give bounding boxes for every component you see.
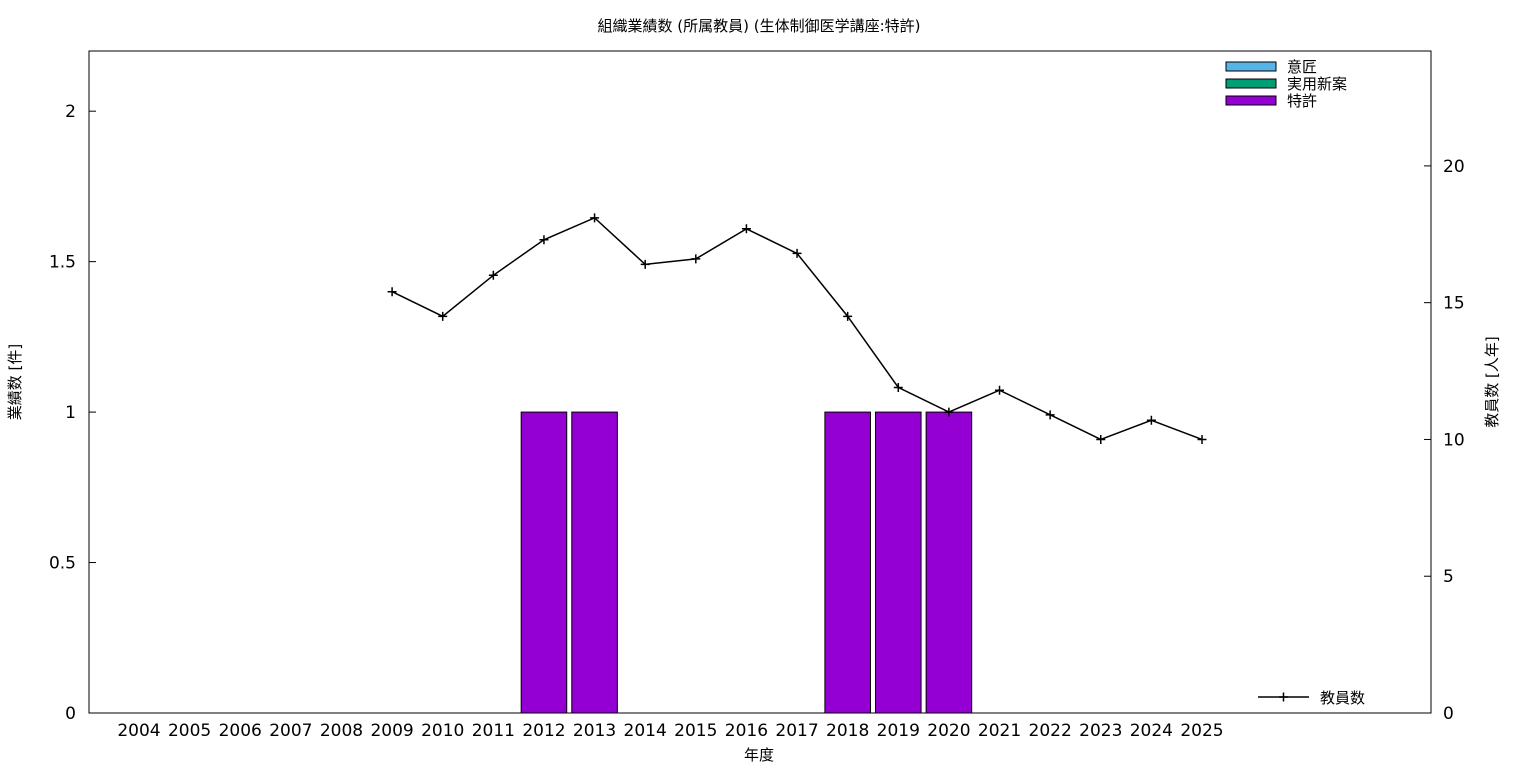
chart-title: 組織業績数 (所属教員) (生体制御医学講座:特許) bbox=[597, 17, 920, 35]
x-tick-label: 2019 bbox=[877, 721, 920, 741]
y-axis-label: 業績数 [件] bbox=[6, 344, 24, 420]
point-marker bbox=[792, 248, 802, 258]
bar-特許-2018 bbox=[824, 411, 871, 714]
x-tick-label: 2006 bbox=[219, 721, 262, 741]
bar-特許-2013 bbox=[571, 411, 618, 714]
x-tick-label: 2023 bbox=[1079, 721, 1122, 741]
x-tick-label: 2009 bbox=[370, 721, 413, 741]
x-tick-label: 2010 bbox=[421, 721, 464, 741]
x-tick-label: 2025 bbox=[1180, 721, 1223, 741]
legend-label: 意匠 bbox=[1287, 58, 1317, 76]
x-tick-label: 2011 bbox=[472, 721, 515, 741]
point-marker bbox=[640, 259, 650, 269]
point-marker bbox=[1096, 434, 1106, 444]
x-tick-label: 2020 bbox=[927, 721, 970, 741]
x-tick-label: 2012 bbox=[522, 721, 565, 741]
x-tick-label: 2014 bbox=[624, 721, 667, 741]
point-marker bbox=[843, 311, 853, 321]
x-tick-label: 2007 bbox=[269, 721, 312, 741]
y-tick-label: 1.5 bbox=[49, 253, 76, 273]
point-marker bbox=[1045, 410, 1055, 420]
y2-tick-label: 5 bbox=[1443, 567, 1454, 587]
bar-特許-2020 bbox=[925, 411, 973, 714]
legend-swatch bbox=[1225, 95, 1277, 106]
legend-label: 特許 bbox=[1287, 92, 1317, 110]
x-tick-label: 2017 bbox=[775, 721, 818, 741]
y2-tick-label: 0 bbox=[1443, 704, 1454, 724]
y2-tick-label: 15 bbox=[1443, 294, 1465, 314]
point-marker bbox=[893, 382, 903, 392]
legend-label: 教員数 bbox=[1320, 689, 1365, 707]
point-marker bbox=[1146, 415, 1156, 425]
x-axis-label: 年度 bbox=[744, 746, 774, 764]
legend-swatch bbox=[1225, 61, 1277, 72]
x-tick-label: 2024 bbox=[1130, 721, 1173, 741]
x-tick-label: 2021 bbox=[978, 721, 1021, 741]
point-marker bbox=[590, 213, 600, 223]
x-tick-label: 2008 bbox=[320, 721, 363, 741]
point-marker bbox=[944, 407, 954, 417]
point-marker bbox=[539, 235, 549, 245]
point-marker bbox=[995, 385, 1005, 395]
x-tick-label: 2018 bbox=[826, 721, 869, 741]
y-tick-label: 2 bbox=[65, 102, 76, 122]
legend-marker bbox=[1279, 692, 1288, 702]
x-tick-label: 2005 bbox=[168, 721, 211, 741]
y2-tick-label: 10 bbox=[1443, 430, 1465, 450]
bar-特許-2019 bbox=[875, 411, 922, 714]
x-tick-label: 2004 bbox=[117, 721, 160, 741]
x-tick-label: 2015 bbox=[674, 721, 717, 741]
point-marker bbox=[691, 254, 701, 264]
plot-frame bbox=[88, 50, 1432, 714]
point-marker bbox=[387, 287, 397, 297]
legend-label: 実用新案 bbox=[1287, 75, 1347, 93]
point-marker bbox=[438, 311, 448, 321]
x-tick-label: 2016 bbox=[725, 721, 768, 741]
y-tick-label: 0 bbox=[65, 704, 76, 724]
y-tick-label: 1 bbox=[65, 403, 76, 423]
x-tick-label: 2013 bbox=[573, 721, 616, 741]
y2-axis-label: 教員数 [人年] bbox=[1483, 336, 1501, 427]
legend-swatch bbox=[1225, 78, 1277, 89]
bar-特許-2012 bbox=[520, 411, 568, 714]
point-marker bbox=[741, 224, 751, 234]
point-marker bbox=[488, 270, 498, 280]
point-marker bbox=[1197, 434, 1207, 444]
y-tick-label: 0.5 bbox=[49, 554, 76, 574]
x-tick-label: 2022 bbox=[1029, 721, 1072, 741]
y2-tick-label: 20 bbox=[1443, 157, 1465, 177]
